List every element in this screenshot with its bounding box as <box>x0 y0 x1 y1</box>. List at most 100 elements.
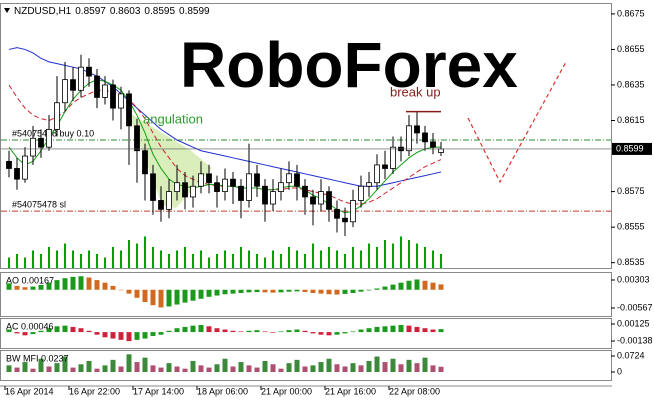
mfi-panel <box>0 350 612 381</box>
candle-body <box>270 191 276 205</box>
volume-bar <box>152 247 154 268</box>
histogram-bar <box>382 326 388 333</box>
candle-body <box>206 173 212 184</box>
price-box <box>612 142 652 155</box>
histogram-bar <box>270 332 276 333</box>
histogram-bar <box>358 289 364 292</box>
histogram-bar <box>390 284 396 290</box>
histogram-bar <box>254 330 260 333</box>
volume-bar <box>280 254 282 268</box>
volume-bar <box>432 250 434 268</box>
histogram-bar <box>230 330 236 333</box>
histogram-bar <box>198 324 204 333</box>
histogram-bar <box>358 329 364 333</box>
candle-body <box>326 191 332 210</box>
header-value: 0.8599 <box>179 6 210 17</box>
y-tick-label: 0.00303 <box>617 274 650 284</box>
histogram-bar <box>70 326 76 333</box>
candle-body <box>110 84 116 109</box>
histogram-bar <box>350 289 356 293</box>
histogram-bar <box>22 332 28 336</box>
histogram-bar <box>78 276 84 290</box>
volume-bar <box>240 247 242 268</box>
histogram-bar <box>22 362 28 373</box>
volume-bar <box>224 250 226 268</box>
histogram-bar <box>54 363 60 373</box>
volume-bar <box>128 240 130 268</box>
histogram-bar <box>230 366 236 373</box>
candle-body <box>118 93 124 109</box>
candle-body <box>158 200 164 210</box>
candle-body <box>422 132 428 143</box>
volume-bar <box>392 243 394 268</box>
histogram-bar <box>286 289 292 292</box>
order-label: #54075478 sl <box>12 200 66 210</box>
candle-body <box>62 79 68 104</box>
volume-bar <box>408 240 410 268</box>
histogram-bar <box>86 330 92 333</box>
candle-body <box>134 125 140 152</box>
histogram-bar <box>374 288 380 290</box>
histogram-bar <box>174 366 180 373</box>
candle-body <box>86 66 92 77</box>
histogram-bar <box>110 359 116 373</box>
symbol: NZDUSD,H1 <box>14 6 72 17</box>
histogram-bar <box>286 330 292 333</box>
histogram-bar <box>422 357 428 373</box>
histogram-bar <box>30 332 36 335</box>
histogram-bar <box>414 279 420 290</box>
volume-bar <box>208 257 210 268</box>
histogram-bar <box>134 362 140 373</box>
candle-body <box>94 75 100 98</box>
histogram-bar <box>70 276 76 290</box>
x-tick-label: 18 Apr 06:00 <box>197 386 248 396</box>
header: NZDUSD,H1 0.8597 0.8603 0.8595 0.8599 <box>14 6 210 17</box>
candle-body <box>102 84 108 98</box>
histogram-bar <box>262 289 268 293</box>
volume-bar <box>312 243 314 268</box>
histogram-bar <box>6 283 12 290</box>
histogram-bar <box>206 289 212 297</box>
volume-bar <box>144 236 146 268</box>
histogram-bar <box>350 331 356 333</box>
candle-body <box>246 173 252 201</box>
candle-body <box>414 125 420 134</box>
histogram-bar <box>150 365 156 373</box>
histogram-bar <box>326 332 332 336</box>
candle-body <box>126 93 132 127</box>
volume-bar <box>352 247 354 268</box>
volume-bar <box>256 254 258 268</box>
histogram-bar <box>254 289 260 293</box>
histogram-bar <box>150 289 156 306</box>
volume-bar <box>424 247 426 268</box>
histogram-bar <box>414 363 420 373</box>
volume-bar <box>344 254 346 268</box>
candle-body <box>350 200 356 223</box>
histogram-bar <box>390 325 396 333</box>
histogram-bar <box>174 289 180 305</box>
histogram-bar <box>102 365 108 373</box>
volume-bar <box>40 254 42 268</box>
volume-bar <box>384 240 386 268</box>
histogram-bar <box>430 365 436 373</box>
candle-body <box>182 182 188 198</box>
histogram-bar <box>174 328 180 333</box>
histogram-bar <box>54 280 60 290</box>
volume-bar <box>296 250 298 268</box>
histogram-bar <box>382 362 388 373</box>
candle-body <box>310 196 316 205</box>
histogram-bar <box>270 289 276 293</box>
histogram-bar <box>414 326 420 333</box>
histogram-bar <box>110 332 116 339</box>
histogram-bar <box>246 289 252 293</box>
histogram-bar <box>214 364 220 373</box>
histogram-bar <box>430 282 436 290</box>
candle-body <box>14 168 20 180</box>
volume-bar <box>232 254 234 268</box>
histogram-bar <box>318 332 324 335</box>
histogram-bar <box>302 366 308 373</box>
histogram-bar <box>398 282 404 290</box>
histogram-bar <box>326 289 332 295</box>
volume-bar <box>304 254 306 268</box>
candle-body <box>238 185 244 201</box>
